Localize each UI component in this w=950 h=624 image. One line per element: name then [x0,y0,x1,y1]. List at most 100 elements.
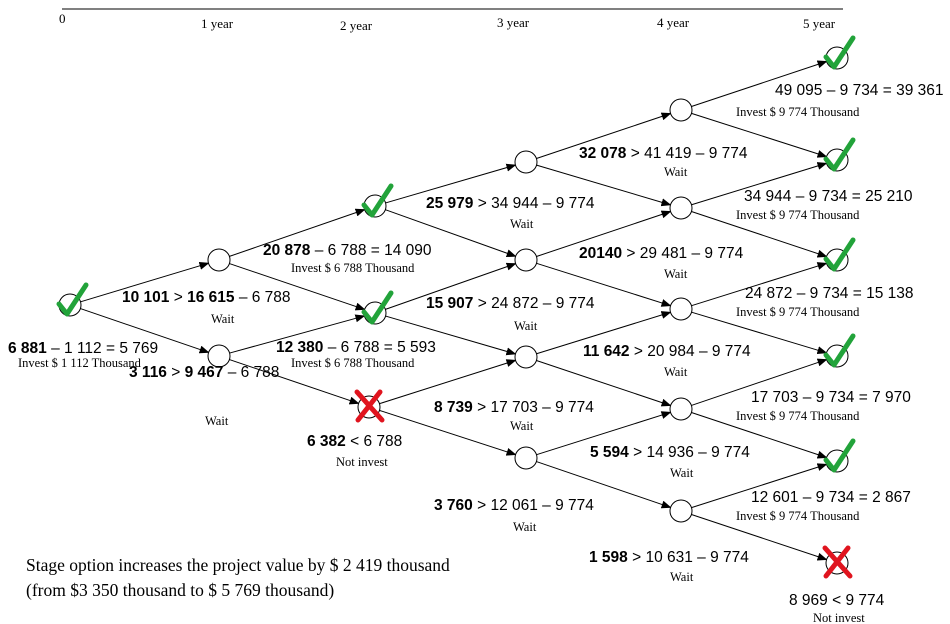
node-1-sublabel: Wait [211,312,235,326]
node-2-circle [207,344,231,368]
edge-5-to-8 [379,359,517,405]
node-3-sublabel: Invest $ 6 788 Thousand [291,261,415,275]
node-20-cross-icon [822,545,853,579]
edge-13-to-18 [691,358,828,406]
edge-7-to-11 [536,210,672,257]
node-3-label: 20 878 – 6 788 = 14 090 [263,242,432,259]
node-7-sublabel: Wait [514,319,538,333]
timeline-label-year-1: 1 year [201,16,234,31]
node-2-sublabel: Wait [205,414,229,428]
edge-1-to-4 [229,263,366,311]
node-0-sublabel: Invest $ 1 112 Thousand [18,356,142,370]
node-18-sublabel: Invest $ 9 774 Thousand [736,409,860,423]
edge-2-to-4 [229,314,366,354]
edge-14-to-19 [691,463,828,509]
edge-7-to-12 [536,262,672,307]
edge-2-to-5 [229,359,360,405]
edge-8-to-13 [536,360,672,407]
edge-1-to-3 [229,208,366,257]
node-6-sublabel: Wait [510,217,534,231]
node-0-label: 6 881 – 1 112 = 5 769 [8,340,158,357]
edge-4-to-7 [385,262,517,310]
node-18-check-icon [823,333,856,368]
node-12-sublabel: Wait [664,365,688,379]
node-4-label: 12 380 – 6 788 = 5 593 [276,339,436,356]
edge-4-to-8 [385,315,517,356]
edge-9-to-14 [536,461,672,509]
node-1-label: 10 101 > 16 615 – 6 788 [122,289,291,306]
edge-10-to-16 [691,112,828,158]
timeline-label-year-3: 3 year [497,15,530,30]
node-10-circle [669,98,693,122]
node-4-sublabel: Invest $ 6 788 Thousand [291,356,415,370]
node-10-label: 32 078 > 41 419 – 9 774 [579,145,748,162]
edge-0-to-1 [80,261,210,303]
node-19-sublabel: Invest $ 9 774 Thousand [736,509,860,523]
node-13-label: 5 594 > 14 936 – 9 774 [590,444,750,461]
edge-8-to-12 [536,311,672,355]
node-5-cross-icon [354,389,385,423]
node-20-label: 8 969 < 9 774 [789,592,885,609]
node-15-label: 49 095 – 9 734 = 39 361 [775,82,944,99]
timeline-label-year-0: 0 [59,11,66,26]
node-13-circle [669,397,693,421]
lattice-edges [80,60,828,561]
edge-11-to-17 [691,211,828,258]
node-17-sublabel: Invest $ 9 774 Thousand [736,305,860,319]
edge-6-to-10 [536,112,672,159]
node-18-label: 17 703 – 9 734 = 7 970 [751,389,911,406]
node-12-label: 11 642 > 20 984 – 9 774 [583,343,751,360]
timeline-label-year-4: 4 year [657,15,690,30]
node-11-circle [669,196,693,220]
node-9-circle [514,446,538,470]
node-16-check-icon [823,137,856,172]
node-10-sublabel: Wait [664,165,688,179]
edge-9-to-13 [536,411,672,456]
lattice-nodes [56,35,856,579]
node-8-sublabel: Wait [510,419,534,433]
node-19-check-icon [823,438,856,473]
node-17-check-icon [823,237,856,272]
node-3-check-icon [361,183,394,218]
edge-12-to-17 [691,262,828,307]
node-6-circle [514,150,538,174]
node-11-sublabel: Wait [664,267,688,281]
node-20-sublabel: Not invest [813,611,865,624]
node-6-label: 25 979 > 34 944 – 9 774 [426,195,595,212]
edge-13-to-19 [691,412,828,459]
node-7-circle [514,248,538,272]
node-4-check-icon [361,290,394,325]
node-15-sublabel: Invest $ 9 774 Thousand [736,105,860,119]
node-17-label: 24 872 – 9 734 = 15 138 [745,285,914,302]
edge-11-to-16 [691,162,828,206]
node-1-circle [207,248,231,272]
edge-10-to-15 [691,60,828,107]
node-9-label: 3 760 > 12 061 – 9 774 [434,497,594,514]
edge-12-to-18 [691,311,828,355]
node-2-label: 3 116 > 9 467 – 6 788 [129,364,279,381]
node-14-sublabel: Wait [670,570,694,584]
node-13-sublabel: Wait [670,466,694,480]
node-16-sublabel: Invest $ 9 774 Thousand [736,208,860,222]
node-5-label: 6 382 < 6 788 [307,433,402,450]
stage-option-note-line1: Stage option increases the project value… [26,555,450,575]
edge-14-to-20 [691,514,828,561]
node-11-label: 20140 > 29 481 – 9 774 [579,245,744,262]
timeline-label-year-2: 2 year [340,18,373,33]
node-8-circle [514,345,538,369]
edge-3-to-7 [385,209,517,258]
edge-5-to-9 [379,409,517,456]
node-8-label: 8 739 > 17 703 – 9 774 [434,399,594,416]
stage-option-note-line2: (from $3 350 thousand to $ 5 769 thousan… [26,580,334,600]
node-16-label: 34 944 – 9 734 = 25 210 [744,188,913,205]
node-14-circle [669,499,693,523]
node-5-sublabel: Not invest [336,455,388,469]
edge-6-to-11 [536,164,672,207]
node-14-label: 1 598 > 10 631 – 9 774 [589,549,749,566]
edge-3-to-6 [385,163,517,204]
timeline-label-year-5: 5 year [803,16,836,31]
node-15-check-icon [823,35,856,70]
node-19-label: 12 601 – 9 734 = 2 867 [751,489,911,506]
